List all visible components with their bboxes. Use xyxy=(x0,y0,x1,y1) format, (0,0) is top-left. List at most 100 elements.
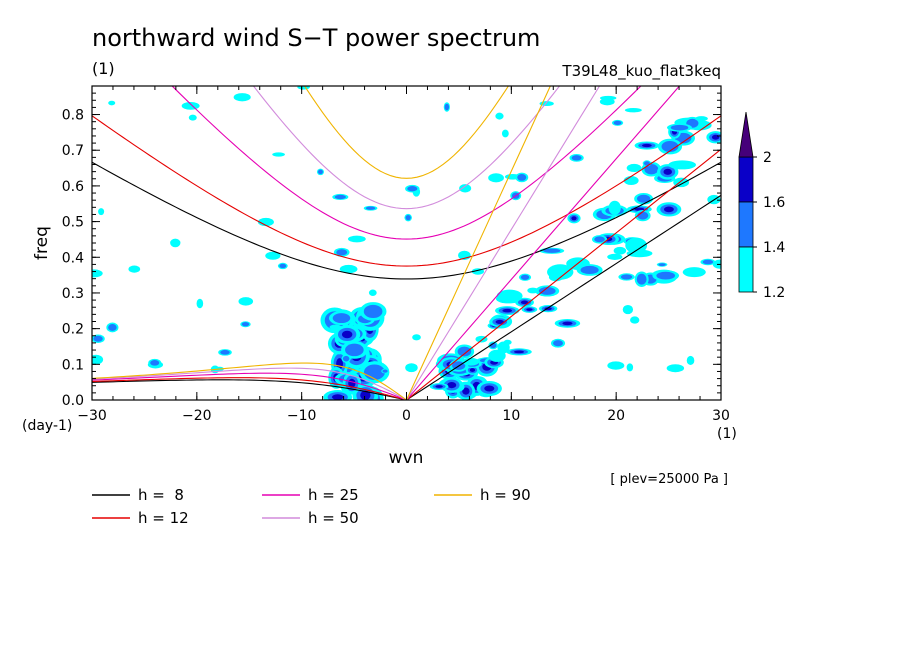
power-patch xyxy=(496,289,523,303)
colorbar-label: 2 xyxy=(763,150,772,166)
x-tick-label: −30 xyxy=(77,408,107,424)
power-patch xyxy=(196,298,204,309)
power-patch xyxy=(668,160,696,170)
power-patch xyxy=(599,95,617,101)
power-patch xyxy=(702,259,714,265)
power-patch xyxy=(607,253,623,260)
power-patch xyxy=(98,208,105,216)
power-patch xyxy=(553,340,563,347)
power-patch xyxy=(279,263,287,269)
power-patch xyxy=(613,246,627,255)
legend-label: h = 50 xyxy=(308,509,359,527)
colorbar-swatch xyxy=(738,156,754,203)
x-unit-label: (1) xyxy=(717,426,737,442)
rossby-curve xyxy=(92,367,407,400)
power-patch xyxy=(265,251,281,260)
power-patch xyxy=(462,387,470,395)
power-patch xyxy=(332,313,351,324)
gravity-curve xyxy=(171,86,642,240)
power-patch xyxy=(636,273,647,285)
x-tick-label: 10 xyxy=(502,408,520,424)
colorbar-extend-arrow xyxy=(738,111,754,158)
power-patch xyxy=(241,322,250,327)
power-patch xyxy=(365,206,376,210)
x-axis: −30 −20 −10 0 10 20 30 xyxy=(77,86,730,424)
gravity-curve xyxy=(92,115,721,267)
power-patch xyxy=(484,385,495,392)
y-tick-label: 0.8 xyxy=(62,108,84,124)
colorbar-label: 1.2 xyxy=(763,285,785,301)
power-patch xyxy=(641,143,652,148)
power-patch xyxy=(331,394,344,400)
kelvin-curve xyxy=(406,86,601,400)
legend-label: h = 25 xyxy=(308,486,359,504)
y-tick-label: 0.5 xyxy=(62,215,84,231)
x-tick-label: 0 xyxy=(402,408,411,424)
power-patch xyxy=(181,102,200,110)
power-patch xyxy=(626,163,642,173)
level-note: [ plev=25000 Pa ] xyxy=(610,472,728,487)
power-patch xyxy=(636,194,651,203)
power-patch xyxy=(663,206,674,213)
chart-title: northward wind S−T power spectrum xyxy=(92,24,540,52)
x-tick-label: −20 xyxy=(182,408,212,424)
power-patch xyxy=(620,274,633,280)
power-patch xyxy=(513,350,525,354)
units-label: (1) xyxy=(92,59,115,78)
colorbar-swatch xyxy=(738,246,754,293)
power-patch xyxy=(626,249,653,258)
power-patch xyxy=(339,264,358,274)
power-patch xyxy=(435,385,443,388)
power-patch xyxy=(444,103,450,111)
power-patch xyxy=(623,176,639,186)
power-patch xyxy=(495,319,504,324)
power-patch xyxy=(128,265,141,273)
power-patch xyxy=(412,334,421,341)
power-patch xyxy=(580,265,599,275)
power-patch xyxy=(382,369,388,373)
power-patch xyxy=(495,112,504,120)
power-patch xyxy=(329,324,342,330)
power-patch xyxy=(93,335,103,342)
power-patch xyxy=(622,304,634,315)
x-tick-label: −10 xyxy=(287,408,317,424)
power-patch xyxy=(170,238,181,248)
power-patch xyxy=(407,186,418,192)
y-unit-label: (day-1) xyxy=(22,418,72,434)
power-patch xyxy=(347,235,366,243)
power-patch xyxy=(360,390,371,400)
power-patch xyxy=(686,355,695,366)
power-patch xyxy=(336,249,348,256)
power-patch xyxy=(150,360,160,366)
kelvin-curve xyxy=(406,194,721,400)
power-patch xyxy=(656,271,676,280)
power-patch xyxy=(469,368,476,372)
power-patch xyxy=(607,361,625,370)
power-patch xyxy=(108,324,117,331)
gravity-curve xyxy=(303,86,510,179)
power-patch xyxy=(630,316,640,324)
rossby-curve xyxy=(92,362,407,400)
y-tick-label: 0.2 xyxy=(62,322,84,338)
power-patch xyxy=(334,194,346,200)
power-patch xyxy=(501,129,509,138)
y-tick-label: 0.7 xyxy=(62,143,84,159)
power-patch xyxy=(92,354,104,365)
power-patch xyxy=(447,381,457,389)
power-patch xyxy=(517,174,527,181)
power-patch xyxy=(220,350,230,355)
power-patch xyxy=(608,200,621,215)
power-patch xyxy=(502,308,513,313)
kelvin-curve xyxy=(405,86,551,400)
power-patch xyxy=(462,357,480,366)
colorbar-label: 1.4 xyxy=(763,240,785,256)
experiment-label: T39L48_kuo_flat3keq xyxy=(561,62,721,81)
power-patch xyxy=(624,108,642,113)
legend-label: h = 90 xyxy=(480,486,531,504)
y-axis-label: freq xyxy=(32,226,52,260)
power-patch xyxy=(658,263,666,267)
colorbar-swatch xyxy=(738,201,754,248)
power-patch xyxy=(562,321,573,326)
y-tick-label: 0.0 xyxy=(62,393,84,409)
power-patch xyxy=(272,152,285,157)
